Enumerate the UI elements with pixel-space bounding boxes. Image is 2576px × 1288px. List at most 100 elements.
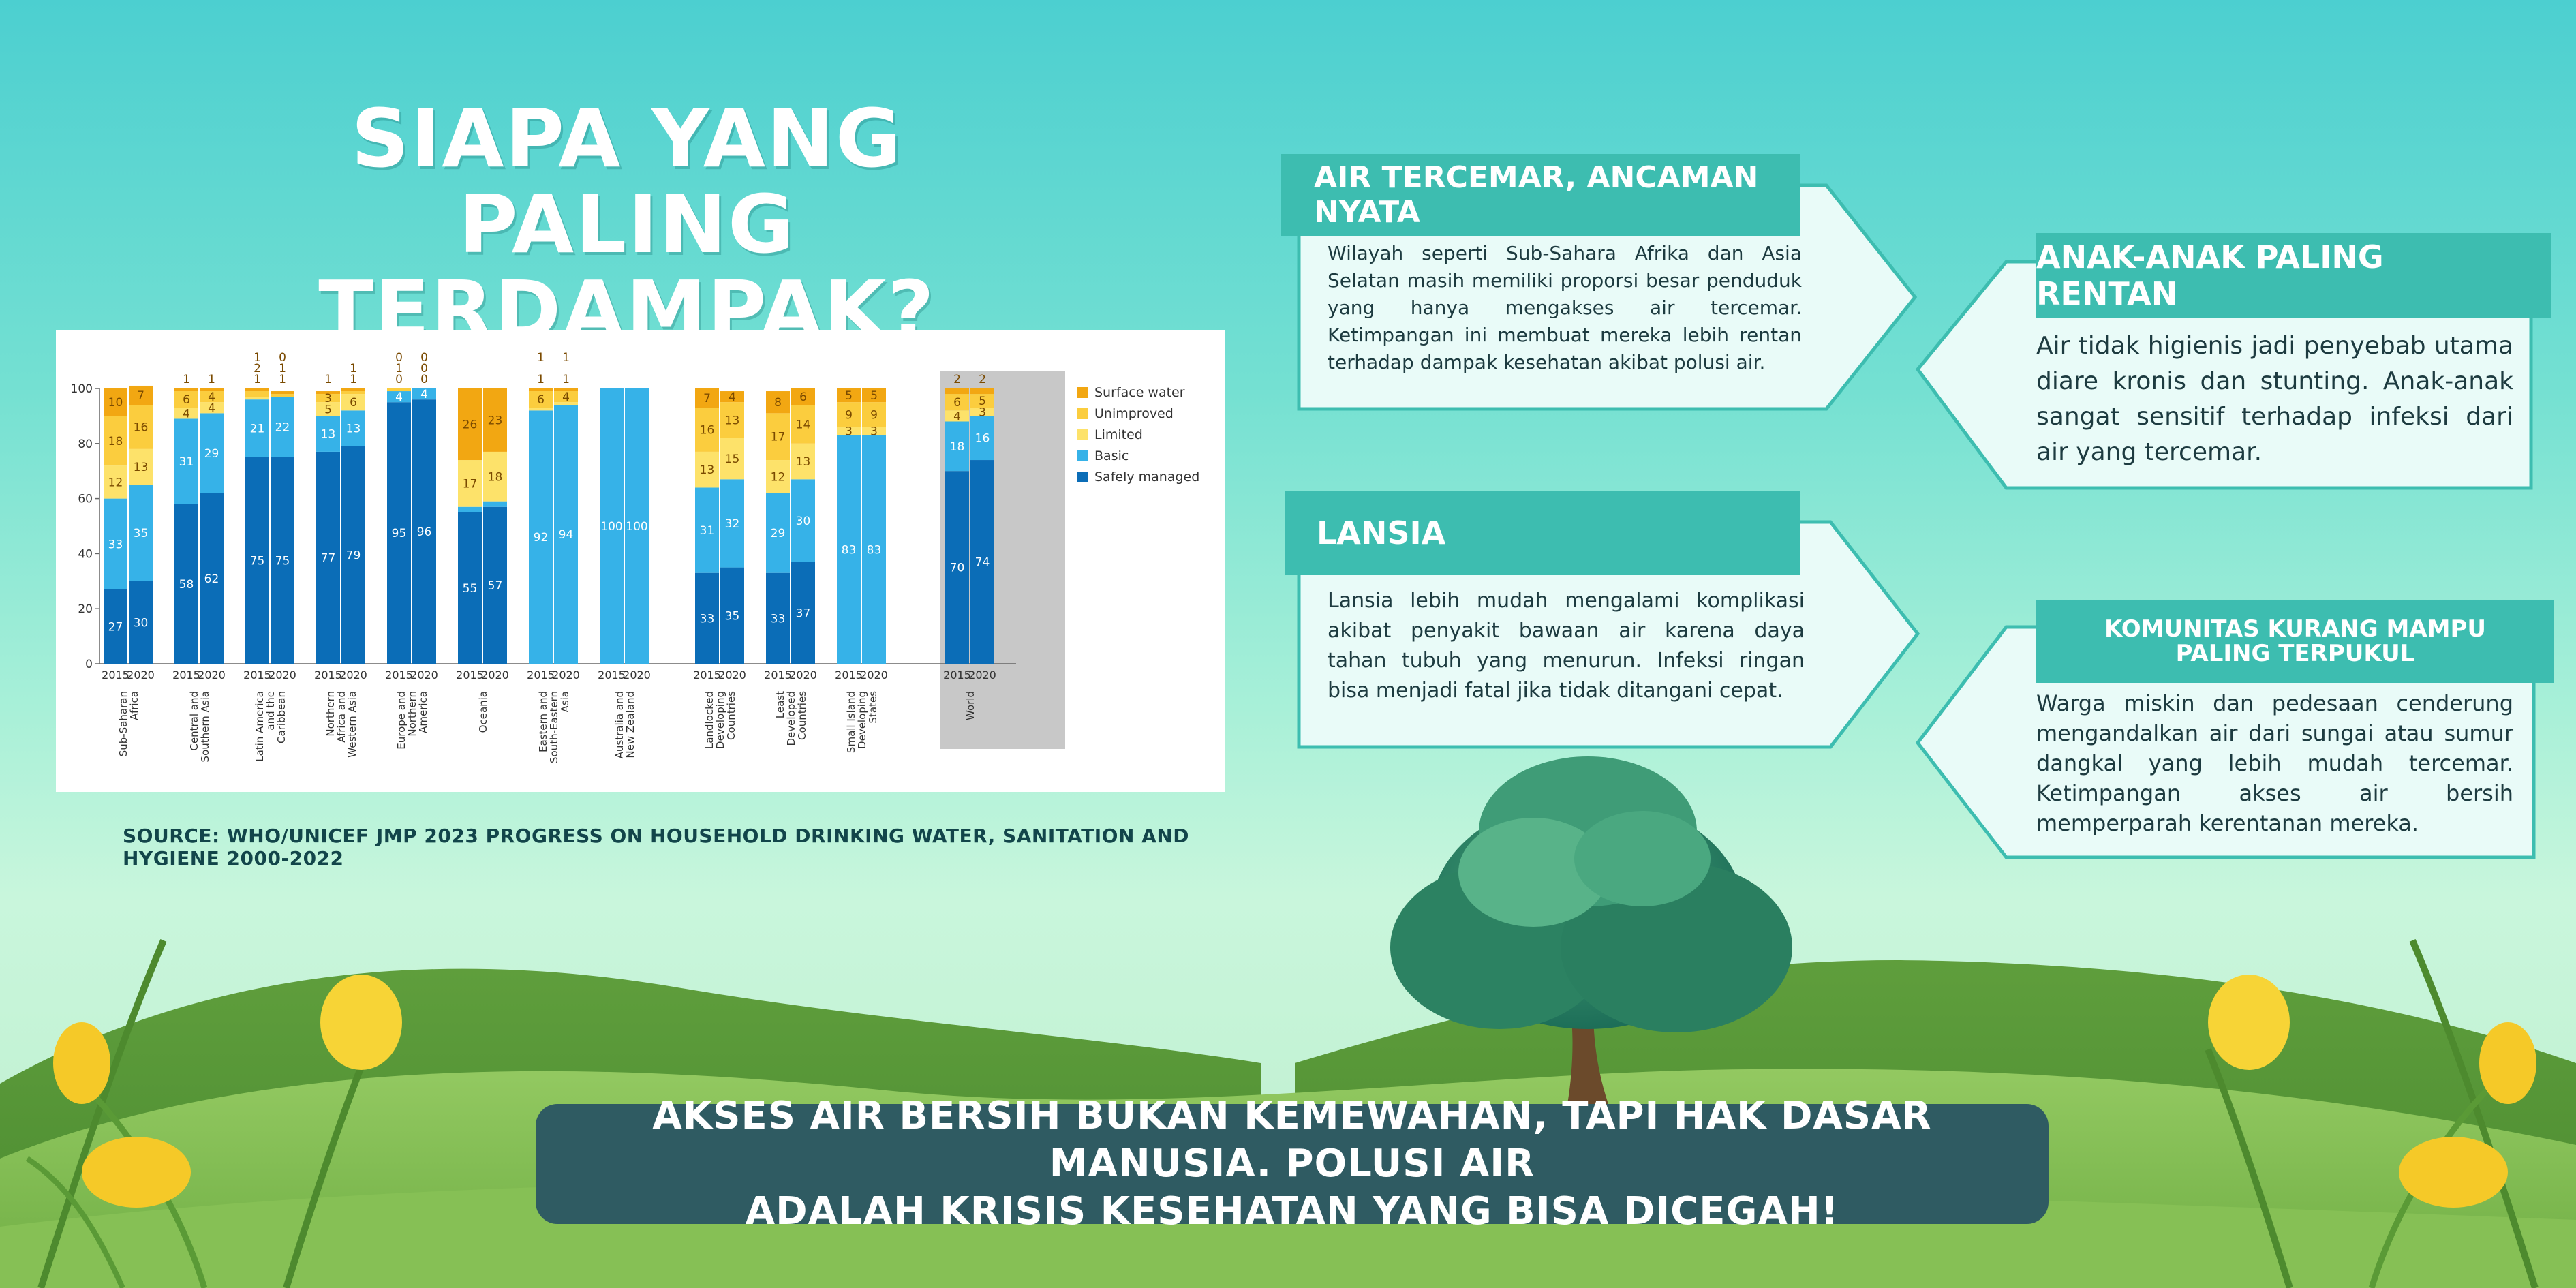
bar-segment-basic [625, 388, 649, 664]
legend-label: Basic [1094, 448, 1129, 463]
bar-segment-safely-managed [245, 457, 269, 664]
bar-segment-limited [554, 402, 578, 405]
legend-swatch [1077, 387, 1088, 398]
data-label: 2 [254, 362, 261, 375]
stacked-bar-chart: 020406080100273312181020153035131672020S… [71, 340, 1200, 763]
bar-segment-surface-water [766, 391, 790, 414]
data-label: 33 [771, 612, 786, 626]
panel-heading-text: ANAK-ANAK PALING RENTAN [2036, 239, 2384, 312]
bar-segment-unimproved [245, 391, 269, 397]
data-label: 29 [771, 527, 786, 540]
panel-heading-line-1: KOMUNITAS KURANG MAMPU [2104, 615, 2487, 643]
x-year-label: 2015 [598, 669, 626, 681]
bar-segment-limited [766, 460, 790, 493]
data-label: 16 [700, 424, 715, 438]
data-label: 1 [350, 362, 357, 375]
bar-segment-limited [245, 397, 269, 400]
bar-segment-surface-water [554, 388, 578, 392]
panel-heading: AIR TERCEMAR, ANCAMAN NYATA [1281, 154, 1800, 236]
x-group-label: LandlockedDevelopingCountries [703, 691, 737, 749]
bar-segment-surface-water [837, 388, 861, 403]
panel-anak-anak: ANAK-ANAK PALING RENTAN Air tidak higien… [1915, 233, 2551, 492]
x-group-label-line: World [964, 691, 977, 720]
data-label: 14 [796, 418, 811, 432]
bar-segment-safely-managed [341, 446, 365, 664]
data-label: 2 [953, 373, 961, 386]
bar-segment-limited [129, 448, 153, 485]
x-group-label-line: States [867, 691, 879, 724]
data-label: 4 [562, 390, 570, 404]
data-label: 10 [108, 396, 123, 410]
data-label: 83 [867, 543, 882, 557]
data-label: 18 [108, 435, 123, 448]
bar-segment-limited [316, 402, 340, 416]
data-label: 2 [979, 373, 986, 386]
legend-label: Limited [1094, 427, 1143, 442]
bar-segment-surface-water [200, 388, 224, 392]
data-label: 92 [534, 531, 549, 545]
data-label: 62 [204, 572, 219, 586]
page-title: SIAPA YANG PALING TERDAMPAK? [225, 95, 1029, 353]
bar-segment-basic [316, 416, 340, 452]
data-label: 83 [842, 543, 857, 557]
data-label: 4 [420, 388, 428, 401]
bar-segment-limited [483, 451, 507, 502]
data-label: 9 [845, 408, 853, 422]
bar-segment-limited [791, 443, 815, 480]
bar-segment-basic [458, 506, 482, 512]
data-label: 4 [395, 390, 403, 404]
data-label: 2 [491, 340, 499, 354]
y-tick-label: 80 [78, 438, 93, 451]
x-group-label-line: Northern [406, 691, 418, 737]
bar-segment-limited [458, 460, 482, 507]
data-label: 5 [979, 395, 986, 408]
data-label: 17 [463, 477, 478, 491]
data-label: 13 [725, 414, 740, 427]
x-year-label: 2015 [764, 669, 792, 681]
x-group-label-line: Developing [714, 691, 726, 749]
bar-segment-safely-managed [200, 493, 224, 664]
data-label: 6 [953, 396, 961, 410]
x-year-label: 2020 [623, 669, 651, 681]
data-label: 37 [796, 607, 811, 620]
bar-segment-surface-water [129, 385, 153, 405]
chart-card: 0 20 40 60 80 100 27 33 12 18 10 2015 30 35 13 16 7 2020 S… [56, 330, 1225, 792]
bar-segment-surface-water [271, 391, 294, 395]
x-year-label: 2015 [943, 669, 971, 681]
bar-segment-unimproved [695, 408, 719, 452]
data-label: 13 [346, 423, 361, 436]
bar-segment-safely-managed [766, 572, 790, 664]
bar-segment-basic [529, 410, 553, 664]
data-label: 77 [321, 551, 336, 565]
bar-segment-safely-managed [483, 506, 507, 664]
bar-segment-unimproved [945, 394, 969, 411]
x-group-label-line: Countries [725, 691, 737, 740]
bar-segment-basic [174, 418, 198, 504]
x-group-label-line: Africa [128, 691, 140, 720]
data-label: 35 [725, 609, 740, 623]
bar-segment-basic [271, 397, 294, 457]
panel-lansia: LANSIA Lansia lebih mudah mengalami komp… [1285, 491, 1920, 750]
data-label: 1 [537, 373, 545, 386]
bar-segment-basic [483, 501, 507, 507]
data-label: 1 [208, 373, 215, 386]
data-label: 7 [703, 392, 711, 405]
data-label: 5 [324, 403, 332, 416]
data-label: 4 [208, 401, 215, 415]
x-year-label: 2020 [198, 669, 226, 681]
x-group-label: Eastern andSouth-EasternAsia [537, 691, 571, 763]
bar-segment-surface-water [720, 391, 744, 403]
bar-segment-surface-water [483, 388, 507, 452]
y-tick-label: 0 [85, 658, 93, 671]
data-label: 31 [179, 455, 194, 469]
bar-segment-safely-managed [412, 399, 436, 664]
bar-segment-unimproved [970, 394, 994, 408]
x-group-label-line: Least [774, 691, 786, 718]
x-group-label-line: South-Eastern [548, 691, 560, 763]
x-year-label: 2015 [385, 669, 413, 681]
x-year-label: 2020 [269, 669, 296, 681]
bar-segment-limited [174, 408, 198, 419]
x-group-label-line: Southern Asia [199, 691, 211, 762]
bar-segment-basic [695, 487, 719, 573]
legend-label: Unimproved [1094, 406, 1174, 421]
